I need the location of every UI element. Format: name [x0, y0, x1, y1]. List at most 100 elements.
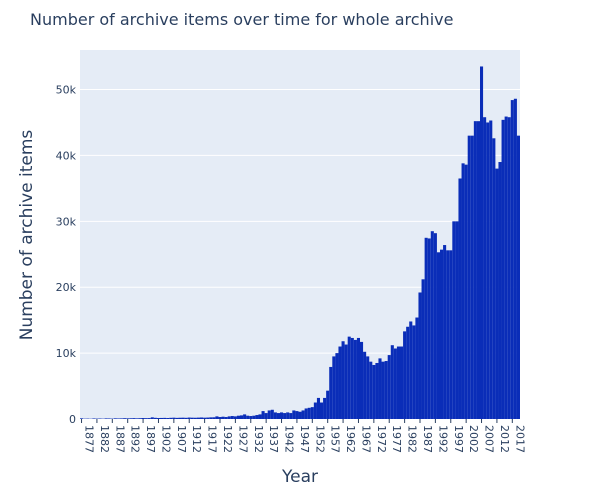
x-tick-label: 1967 — [359, 425, 372, 453]
bar — [341, 341, 345, 419]
bar — [421, 279, 425, 419]
bar — [209, 417, 213, 419]
bar — [193, 417, 197, 419]
bar — [138, 418, 142, 419]
bar — [510, 100, 514, 419]
bar — [104, 418, 108, 419]
x-tick-label: 1972 — [375, 425, 388, 453]
bar — [196, 417, 200, 419]
bar — [307, 407, 311, 419]
bar — [246, 415, 250, 419]
x-tick-label: 1997 — [452, 425, 465, 453]
bar — [360, 341, 364, 419]
bar — [498, 162, 502, 419]
bar — [427, 238, 431, 419]
bar — [316, 397, 320, 419]
bar — [452, 221, 456, 419]
x-tick-label: 1992 — [436, 425, 449, 453]
bar — [273, 412, 277, 419]
x-tick-label: 1987 — [421, 425, 434, 453]
bar — [492, 138, 496, 419]
y-tick-label: 50k — [56, 84, 77, 97]
bar — [310, 407, 314, 419]
bar — [280, 412, 284, 419]
x-tick-label: 1897 — [144, 425, 157, 453]
bar — [486, 122, 490, 419]
bar — [206, 417, 210, 419]
x-tick-label: 1932 — [252, 425, 265, 453]
bar — [240, 415, 244, 419]
bar — [507, 117, 511, 419]
bar — [126, 418, 130, 419]
bar — [221, 416, 225, 419]
bar — [415, 317, 419, 419]
bar — [289, 413, 293, 419]
bar — [230, 416, 234, 419]
bar — [233, 416, 237, 419]
x-tick-label: 1912 — [190, 425, 203, 453]
bar — [390, 345, 394, 419]
bar — [495, 168, 499, 419]
x-axis-title: Year — [281, 467, 318, 487]
bar — [147, 418, 151, 419]
x-tick-label: 1882 — [98, 425, 111, 453]
bar — [347, 336, 351, 419]
bar — [187, 417, 191, 419]
bar — [335, 353, 339, 419]
bar — [480, 66, 484, 420]
x-tick-label: 2007 — [483, 425, 496, 453]
bar — [276, 413, 280, 419]
bar — [243, 414, 247, 419]
bar — [252, 415, 256, 419]
bar — [350, 337, 354, 419]
bar — [150, 417, 154, 419]
x-tick-label: 1892 — [129, 425, 142, 453]
bar — [412, 325, 416, 419]
x-tick-label: 1877 — [83, 425, 96, 453]
bar — [178, 417, 182, 419]
x-tick-label: 2017 — [513, 425, 526, 453]
x-tick-label: 2012 — [498, 425, 511, 453]
bar — [261, 411, 265, 419]
bar — [326, 390, 330, 419]
bar — [436, 252, 440, 419]
x-tick-label: 1982 — [406, 425, 419, 453]
bar — [166, 418, 170, 419]
bar — [129, 418, 133, 419]
bar — [215, 416, 219, 419]
y-tick-label: 20k — [56, 281, 77, 294]
bar — [107, 418, 111, 419]
bar — [175, 417, 179, 419]
bar — [298, 411, 302, 419]
bar — [396, 346, 400, 419]
bar — [504, 116, 508, 419]
bar — [163, 417, 167, 419]
bar — [132, 418, 136, 419]
bar — [227, 416, 231, 419]
bar — [264, 413, 268, 419]
bar — [113, 418, 117, 419]
bar — [489, 120, 493, 419]
bar — [458, 178, 462, 419]
bar — [120, 418, 124, 419]
x-tick-label: 1937 — [267, 425, 280, 453]
bar — [406, 326, 410, 419]
bar — [236, 415, 240, 419]
bar — [181, 417, 185, 419]
bar — [455, 221, 459, 419]
bar — [218, 417, 222, 419]
y-tick-label: 40k — [56, 149, 77, 162]
bar — [135, 418, 139, 419]
bar — [378, 358, 382, 419]
bar — [123, 418, 127, 419]
bar — [476, 121, 480, 420]
y-tick-label: 30k — [56, 215, 77, 228]
chart-title: Number of archive items over time for wh… — [30, 10, 453, 29]
bar — [418, 292, 422, 419]
bar — [320, 402, 324, 419]
bar — [153, 417, 157, 419]
bar — [156, 418, 160, 419]
bar — [461, 163, 465, 419]
y-tick-label: 0 — [69, 413, 76, 426]
bar — [184, 417, 188, 419]
